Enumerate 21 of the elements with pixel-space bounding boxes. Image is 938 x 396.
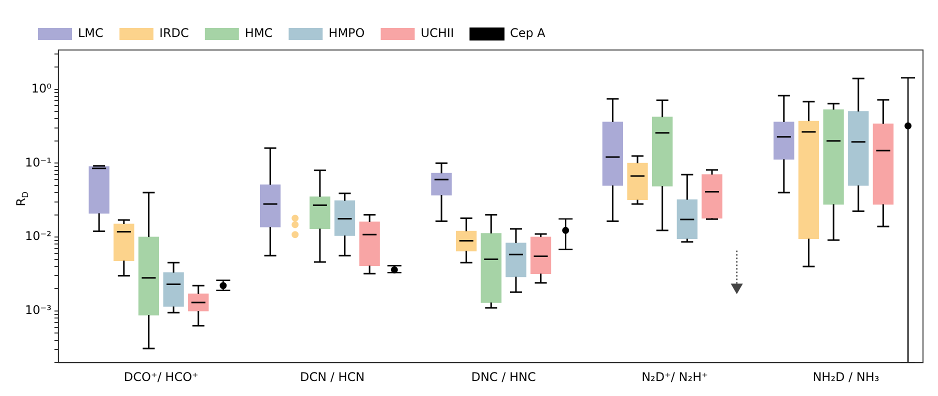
legend-label: IRDC (159, 26, 189, 40)
y-tick-label: 10⁻³ (24, 303, 52, 318)
legend-label: UCHII (420, 26, 454, 40)
x-tick-label: DNC / HNC (471, 370, 536, 384)
x-tick-label: NH₂D / NH₃ (812, 370, 880, 384)
x-tick-label: N₂D⁺/ N₂H⁺ (642, 370, 708, 384)
legend-label: Cep A (510, 26, 546, 40)
x-tick-label: DCO⁺/ HCO⁺ (124, 370, 198, 384)
legend-label: HMC (244, 26, 273, 40)
point (904, 122, 912, 130)
point (390, 266, 398, 274)
y-tick-label: 10⁰ (31, 81, 52, 96)
y-axis-title: RD (14, 192, 30, 206)
point (220, 282, 227, 290)
legend-label: LMC (78, 26, 104, 40)
x-tick-label: DCN / HCN (300, 370, 365, 384)
y-tick-label: 10⁻¹ (24, 155, 52, 170)
legend-label: HMPO (328, 26, 365, 40)
point (562, 226, 570, 234)
y-tick-label: 10⁻² (24, 229, 52, 244)
point (731, 284, 743, 294)
